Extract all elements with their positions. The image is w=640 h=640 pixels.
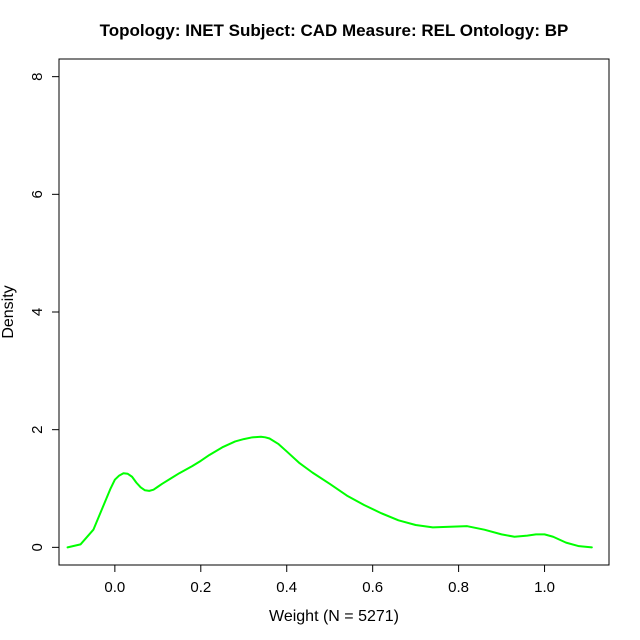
y-tick-label: 8	[29, 72, 46, 80]
x-tick-label: 1.0	[534, 579, 555, 596]
chart-title: Topology: INET Subject: CAD Measure: REL…	[100, 21, 569, 40]
x-tick-label: 0.6	[362, 579, 383, 596]
y-tick-label: 6	[29, 190, 46, 198]
x-tick-label: 0.8	[448, 579, 469, 596]
y-axis-label: Density	[0, 285, 17, 338]
x-axis-label: Weight (N = 5271)	[269, 608, 399, 625]
series-layer	[66, 435, 593, 549]
x-tick-label: 0.4	[276, 579, 297, 596]
y-tick-label: 2	[29, 426, 46, 434]
y-tick-label: 0	[29, 543, 46, 551]
y-tick-label: 4	[29, 308, 46, 316]
x-axis: 0.0 0.2 0.4 0.6 0.8 1.0	[104, 564, 555, 596]
x-tick-label: 0.2	[190, 579, 211, 596]
y-axis: 0 2 4 6 8	[29, 72, 60, 552]
x-tick-label: 0.0	[104, 579, 125, 596]
density-series-line	[66, 435, 593, 549]
